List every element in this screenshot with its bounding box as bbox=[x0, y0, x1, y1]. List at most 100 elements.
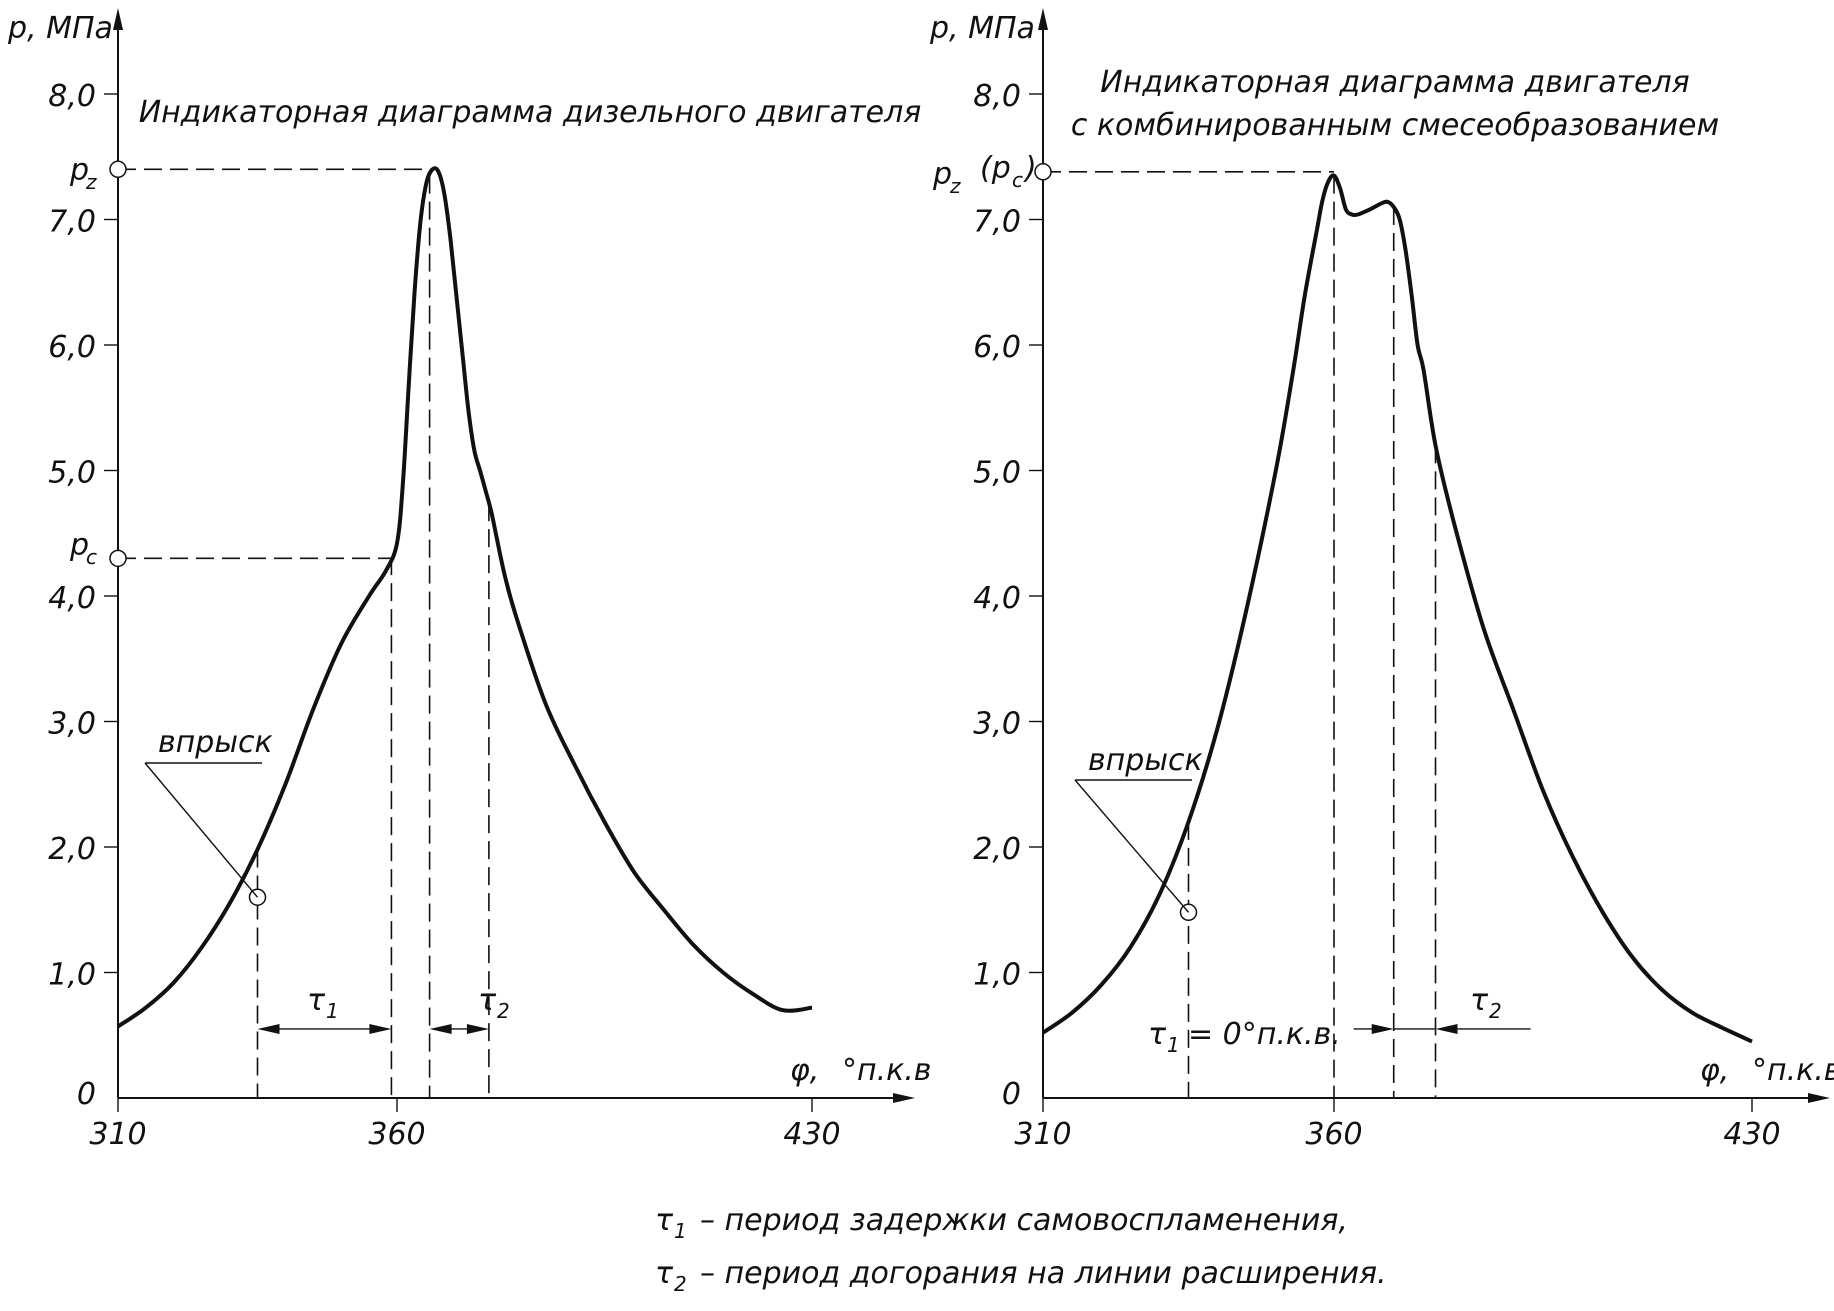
y-tick-label: 1,0 bbox=[48, 958, 96, 993]
pc-marker bbox=[109, 549, 127, 568]
tau2-symbol: τ bbox=[478, 983, 497, 1018]
chart-diesel: Индикаторная диаграмма дизельного двигат… bbox=[7, 8, 932, 1152]
pressure-curve bbox=[1041, 173, 1753, 1044]
guide-lines bbox=[1043, 171, 1437, 1098]
y-axis-label-text: p, МПа bbox=[929, 11, 1035, 46]
injection-label: впрыск bbox=[158, 725, 273, 760]
legend-item-tau1: τ 1 – период задержки самовоспламенения, bbox=[655, 1203, 1348, 1243]
legend-symbol: τ bbox=[655, 1203, 674, 1238]
x-tick-label: 310 bbox=[1014, 1117, 1071, 1152]
y-tick-label: 8,0 bbox=[973, 79, 1021, 114]
markers bbox=[1034, 163, 1531, 1034]
legend-subscript: 2 bbox=[674, 1272, 687, 1296]
tau1-label: τ 1 bbox=[307, 983, 339, 1023]
legend-text: – период задержки самовоспламенения, bbox=[700, 1203, 1348, 1238]
y-tick-label: 7,0 bbox=[48, 205, 96, 240]
y-axis-label: p, МПа bbox=[929, 11, 1035, 46]
y-tick-label: 6,0 bbox=[973, 330, 1021, 365]
pc-symbol: p bbox=[69, 528, 89, 563]
pz-subscript: z bbox=[85, 170, 97, 194]
pc-label: p c bbox=[69, 528, 97, 569]
legend-symbol: τ bbox=[655, 1256, 674, 1291]
x-tick-label: 360 bbox=[1305, 1117, 1362, 1152]
y-tick-label: 5,0 bbox=[973, 456, 1021, 491]
x-axis-unit: °п.к.в bbox=[842, 1053, 932, 1088]
tau2-arrow-right bbox=[1435, 1023, 1458, 1034]
injection-label: впрыск bbox=[1088, 743, 1203, 778]
guide-lines bbox=[118, 168, 490, 1098]
tau2-subscript: 2 bbox=[1489, 999, 1502, 1023]
legend-item-tau2: τ 2 – период догорания на линии расширен… bbox=[655, 1256, 1387, 1296]
y-tick-label: 0 bbox=[77, 1077, 96, 1112]
x-tick-label: 430 bbox=[1723, 1117, 1780, 1152]
x-axis-symbol: φ, bbox=[790, 1053, 819, 1088]
chart-combined: Индикаторная диаграмма двигателя с комби… bbox=[929, 8, 1834, 1152]
tau2-label: τ 2 bbox=[478, 983, 510, 1023]
x-tick-label: 430 bbox=[783, 1117, 840, 1152]
injection-leader-line bbox=[144, 762, 259, 898]
x-axis-arrow bbox=[1808, 1093, 1830, 1103]
y-tick-label: 2,0 bbox=[48, 832, 96, 867]
y-tick-label: 7,0 bbox=[973, 205, 1021, 240]
series bbox=[116, 166, 813, 1029]
chart-title-line-1: Индикаторная диаграмма двигателя bbox=[1100, 65, 1689, 100]
pc-paren-close: ) bbox=[1023, 151, 1037, 186]
tau1-arrow-right bbox=[369, 1023, 392, 1034]
y-tick-label: 5,0 bbox=[48, 456, 96, 491]
pc-subscript: c bbox=[86, 545, 97, 569]
tau1-symbol: τ bbox=[1148, 1017, 1167, 1052]
legend-subscript: 1 bbox=[674, 1219, 687, 1243]
y-axis-arrow bbox=[113, 8, 123, 30]
y-tick-label: 3,0 bbox=[973, 707, 1021, 742]
x-axis-label: φ, °п.к.в bbox=[790, 1053, 932, 1088]
x-axis-label: φ, °п.к.в bbox=[1700, 1053, 1834, 1088]
tau2-subscript: 2 bbox=[497, 999, 510, 1023]
tau1-value: = 0°п.к.в. bbox=[1188, 1017, 1341, 1052]
pc-paren-symbol: (p bbox=[980, 151, 1011, 186]
tick-labels: 0 1,0 2,0 3,0 4,0 5,0 6,0 7,0 8,0 310 360 430 bbox=[48, 79, 840, 1152]
tau1-arrow-left bbox=[257, 1023, 280, 1034]
chart-title: Индикаторная диаграмма дизельного двигат… bbox=[139, 95, 922, 130]
tau2-arrow-left bbox=[1371, 1023, 1394, 1034]
axes bbox=[113, 8, 915, 1103]
injection-leader-line bbox=[1074, 779, 1190, 913]
x-tick-label: 310 bbox=[89, 1117, 146, 1152]
pz-marker bbox=[109, 160, 127, 179]
y-axis-label: p, МПа bbox=[7, 11, 113, 46]
y-tick-label: 0 bbox=[1002, 1077, 1021, 1112]
pz-label: p z bbox=[69, 153, 97, 194]
y-axis-arrow bbox=[1038, 8, 1048, 30]
y-tick-label: 3,0 bbox=[48, 707, 96, 742]
y-tick-label: 6,0 bbox=[48, 330, 96, 365]
x-axis-unit: °п.к.в bbox=[1752, 1053, 1834, 1088]
x-axis-symbol: φ, bbox=[1700, 1053, 1729, 1088]
legend-text: – период догорания на линии расширения. bbox=[700, 1256, 1387, 1291]
tau1-subscript: 1 bbox=[326, 999, 339, 1023]
pz-symbol: p bbox=[69, 153, 89, 188]
chart-title-line-2: с комбинированным смесеобразованием bbox=[1071, 108, 1719, 143]
tau1-label: τ 1 = 0°п.к.в. bbox=[1148, 1017, 1341, 1057]
pressure-curve bbox=[116, 166, 813, 1029]
tau2-arrow-left bbox=[429, 1023, 452, 1034]
y-tick-label: 1,0 bbox=[973, 958, 1021, 993]
y-axis-label-text: p, МПа bbox=[7, 11, 113, 46]
tick-labels: 0 1,0 2,0 3,0 4,0 5,0 6,0 7,0 8,0 310 360 430 bbox=[973, 79, 1780, 1152]
legend: τ 1 – период задержки самовоспламенения,… bbox=[655, 1203, 1387, 1296]
pz-marker bbox=[1034, 163, 1052, 181]
pz-symbol: p bbox=[932, 157, 952, 192]
pz-subscript: z bbox=[949, 174, 961, 198]
pz-pc-label: p z (p c ) bbox=[932, 151, 1037, 198]
series bbox=[1041, 173, 1753, 1044]
tau1-symbol: τ bbox=[307, 983, 326, 1018]
axes bbox=[1038, 8, 1830, 1103]
y-tick-label: 2,0 bbox=[973, 832, 1021, 867]
tau1-subscript: 1 bbox=[1167, 1033, 1180, 1057]
x-tick-label: 360 bbox=[368, 1117, 425, 1152]
y-tick-label: 8,0 bbox=[48, 79, 96, 114]
tau2-arrow-right bbox=[466, 1023, 489, 1034]
tau2-label: τ 2 bbox=[1470, 983, 1502, 1023]
y-tick-label: 4,0 bbox=[48, 581, 96, 616]
markers bbox=[109, 160, 489, 1034]
tau2-symbol: τ bbox=[1470, 983, 1489, 1018]
